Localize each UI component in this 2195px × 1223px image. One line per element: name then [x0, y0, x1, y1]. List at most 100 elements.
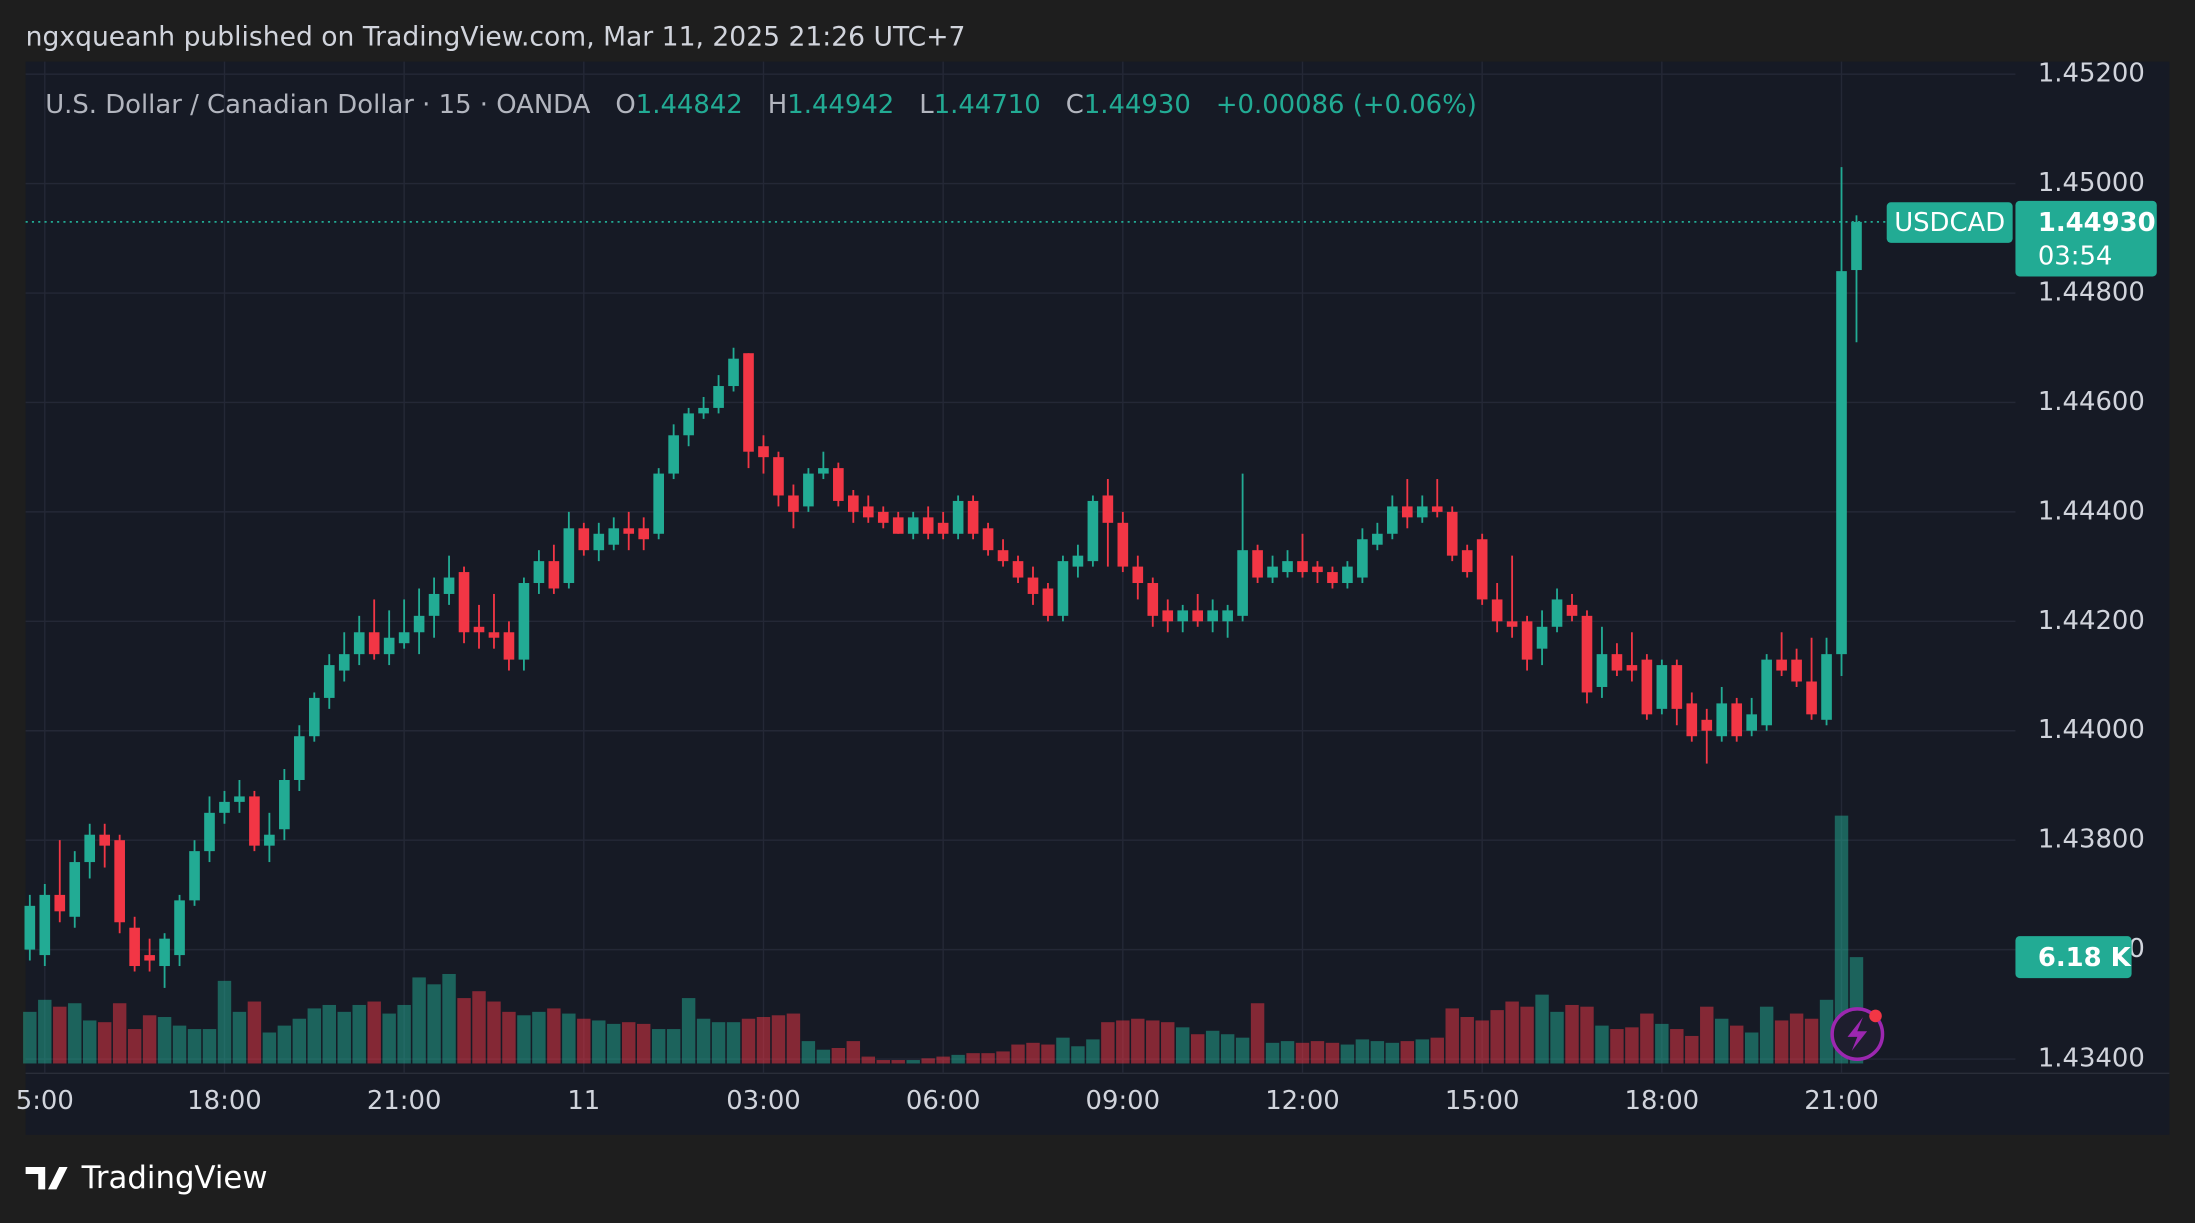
volume-bar — [666, 1029, 681, 1064]
volume-bar — [322, 1004, 336, 1064]
volume-bar — [1759, 1006, 1774, 1064]
legend: U.S. Dollar / Canadian Dollar · 15 · OAN… — [45, 89, 1477, 119]
candle-body — [413, 615, 425, 633]
candle-body — [1446, 511, 1458, 556]
candle-body — [1596, 654, 1608, 687]
candle-body — [997, 550, 1009, 562]
volume-bar — [502, 1011, 516, 1064]
volume-bar — [1535, 994, 1549, 1064]
y-tick-label: 1.45000 — [2038, 168, 2145, 198]
legend-key: O — [615, 89, 635, 119]
y-tick-label: 1.44200 — [2038, 606, 2145, 636]
candle-body — [308, 697, 320, 737]
candle-body — [1416, 506, 1428, 518]
candle-body — [1252, 550, 1263, 578]
candle-body — [129, 927, 140, 967]
volume-bar — [1235, 1037, 1250, 1064]
candle-body — [1641, 659, 1653, 715]
volume-bar — [1071, 1046, 1085, 1064]
candle-body — [219, 801, 230, 813]
candle-body — [608, 528, 620, 545]
alert-bolt — [1847, 1017, 1868, 1051]
volume-bar — [292, 1018, 307, 1064]
volume-bar — [1400, 1041, 1415, 1064]
legend-value: 1.44930 — [1084, 89, 1191, 119]
candle-body — [204, 812, 215, 852]
volume-bar — [891, 1060, 905, 1064]
candle-body — [1476, 539, 1488, 600]
x-tick-label: 11 — [567, 1086, 600, 1116]
volume-bar — [142, 1015, 157, 1064]
volume-bar — [1670, 1029, 1684, 1064]
candle-body — [458, 572, 470, 633]
volume-bar — [1086, 1039, 1100, 1064]
candle-body — [1401, 506, 1413, 518]
volume-bar — [307, 1008, 322, 1064]
candle-body — [668, 435, 679, 474]
x-tick-label: 21:00 — [367, 1086, 442, 1116]
volume-bar — [1700, 1006, 1714, 1064]
candle-body — [114, 840, 125, 923]
candle-body — [743, 353, 754, 452]
volume-bar — [232, 1011, 247, 1064]
volume-label-box — [2015, 936, 2132, 979]
volume-bar — [247, 1001, 262, 1064]
volume-bar — [936, 1056, 950, 1064]
candle-body — [1012, 561, 1024, 578]
candle-body — [563, 528, 575, 584]
candle-body — [1521, 621, 1533, 660]
candle-body — [1806, 681, 1817, 715]
candle-body — [1746, 714, 1757, 731]
volume-bar — [1205, 1030, 1220, 1064]
candle-body — [1147, 583, 1159, 616]
candle-body — [1132, 566, 1144, 584]
volume-bar — [412, 977, 426, 1064]
volume-bar — [1834, 815, 1849, 1064]
candle-body — [1192, 610, 1204, 622]
candle-body — [1207, 610, 1218, 622]
candle-body — [1491, 599, 1503, 622]
candle-body — [1566, 604, 1578, 616]
candle-body — [1611, 654, 1623, 671]
x-tick-label: 15:00 — [1445, 1086, 1520, 1116]
volume-bar — [1819, 999, 1834, 1064]
volume-bar — [1116, 1020, 1130, 1064]
candle-body — [84, 834, 96, 863]
candle-body — [24, 905, 36, 950]
candle-body — [249, 796, 260, 846]
candle-body — [428, 593, 440, 616]
candle-body — [1087, 500, 1099, 562]
legend-value: 1.44842 — [636, 89, 743, 119]
volume-bar — [427, 984, 441, 1064]
candle-body — [1057, 561, 1069, 616]
x-tick-label: 18:00 — [1625, 1086, 1700, 1116]
candle-body — [952, 500, 964, 534]
candle-body — [1342, 566, 1353, 584]
candle-body — [1027, 577, 1039, 594]
volume-bar — [951, 1054, 965, 1064]
volume-bar — [711, 1022, 726, 1064]
last-price-label: 1.44930 — [2038, 208, 2156, 238]
legend-key: H — [768, 89, 787, 119]
volume-bar — [726, 1022, 741, 1064]
volume-bar — [157, 1017, 172, 1064]
volume-bar — [1011, 1044, 1025, 1064]
candle-body — [1551, 599, 1563, 627]
footer: TradingView — [81, 1160, 268, 1196]
volume-bar — [1774, 1020, 1789, 1064]
candle-body — [653, 473, 664, 534]
candle-body — [1372, 533, 1383, 545]
symbol-label: USDCAD — [1894, 208, 2005, 238]
volume-bar — [1370, 1041, 1385, 1064]
candle-body — [1312, 566, 1323, 573]
y-tick-label: 1.45200 — [2038, 59, 2145, 89]
candle-body — [189, 851, 200, 901]
legend-title: U.S. Dollar / Canadian Dollar · 15 · OAN… — [45, 89, 590, 119]
candle-body — [877, 511, 889, 523]
volume-bar — [771, 1015, 786, 1064]
volume-bar — [1610, 1029, 1624, 1064]
volume-bar — [487, 1001, 501, 1064]
volume-bar — [1490, 1010, 1504, 1064]
candle-body — [833, 468, 844, 501]
